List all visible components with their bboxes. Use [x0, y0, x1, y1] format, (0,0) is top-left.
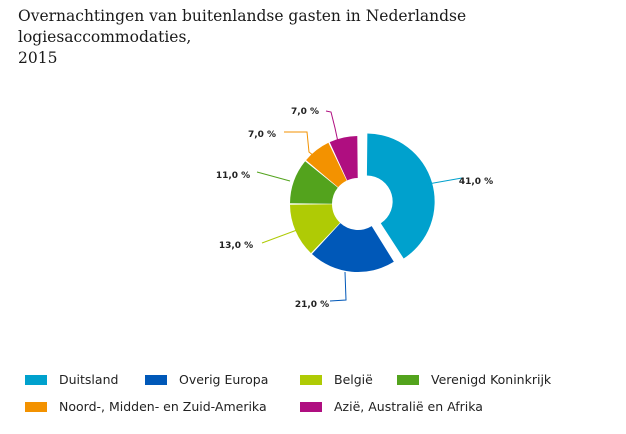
leader-line-2: [329, 271, 347, 302]
pie-slice-2: [311, 223, 394, 272]
legend-swatch: [145, 374, 167, 385]
data-label-2: 21,0 %: [295, 300, 329, 310]
chart-title-line-2: 2015: [18, 49, 58, 67]
pie-slice-6: [329, 136, 358, 181]
pie-slice-5: [306, 142, 347, 188]
chart-title-line-1: Overnachtingen van buitenlandse gasten i…: [18, 7, 467, 46]
legend-swatch: [300, 401, 322, 412]
legend-label: Duitsland: [59, 372, 119, 387]
legend-swatch: [25, 374, 47, 385]
legend-label: Overig Europa: [179, 372, 269, 387]
data-label-1: 41,0 %: [459, 177, 493, 187]
legend-label: Azië, Australië en Afrika: [334, 399, 483, 414]
pie-slice-4: [290, 161, 338, 204]
legend-label: Verenigd Koninkrijk: [431, 372, 552, 387]
legend-swatch: [25, 401, 47, 412]
data-label-6: 7,0 %: [291, 107, 319, 117]
data-label-4: 11,0 %: [216, 171, 250, 181]
pie-slice-1: [366, 133, 435, 259]
leader-line-3: [261, 229, 298, 244]
legend-label: België: [334, 372, 373, 387]
leader-line-6: [325, 110, 339, 143]
leader-line-1: [427, 177, 463, 185]
data-label-5: 7,0 %: [248, 130, 276, 140]
legend-swatch: [300, 374, 322, 385]
leader-line-4: [256, 171, 291, 182]
data-label-3: 13,0 %: [219, 241, 253, 251]
pie-slice-3: [290, 204, 341, 254]
legend-item-4: Verenigd Koninkrijk: [397, 372, 551, 387]
legend-item-2: Overig Europa: [145, 372, 268, 387]
legend-label: Noord-, Midden- en Zuid-Amerika: [59, 399, 267, 414]
legend-item-5: Noord-, Midden- en Zuid-Amerika: [25, 399, 267, 414]
leader-line-5: [284, 131, 320, 161]
legend-item-6: Azië, Australië en Afrika: [300, 399, 483, 414]
legend-item-3: België: [300, 372, 373, 387]
legend-item-1: Duitsland: [25, 372, 118, 387]
chart-title: Overnachtingen van buitenlandse gasten i…: [18, 6, 618, 69]
legend-swatch: [397, 374, 419, 385]
donut-chart: 41,0 % 21,0 % 13,0 % 11,0 % 7,0 % 7,0 %: [216, 107, 493, 310]
